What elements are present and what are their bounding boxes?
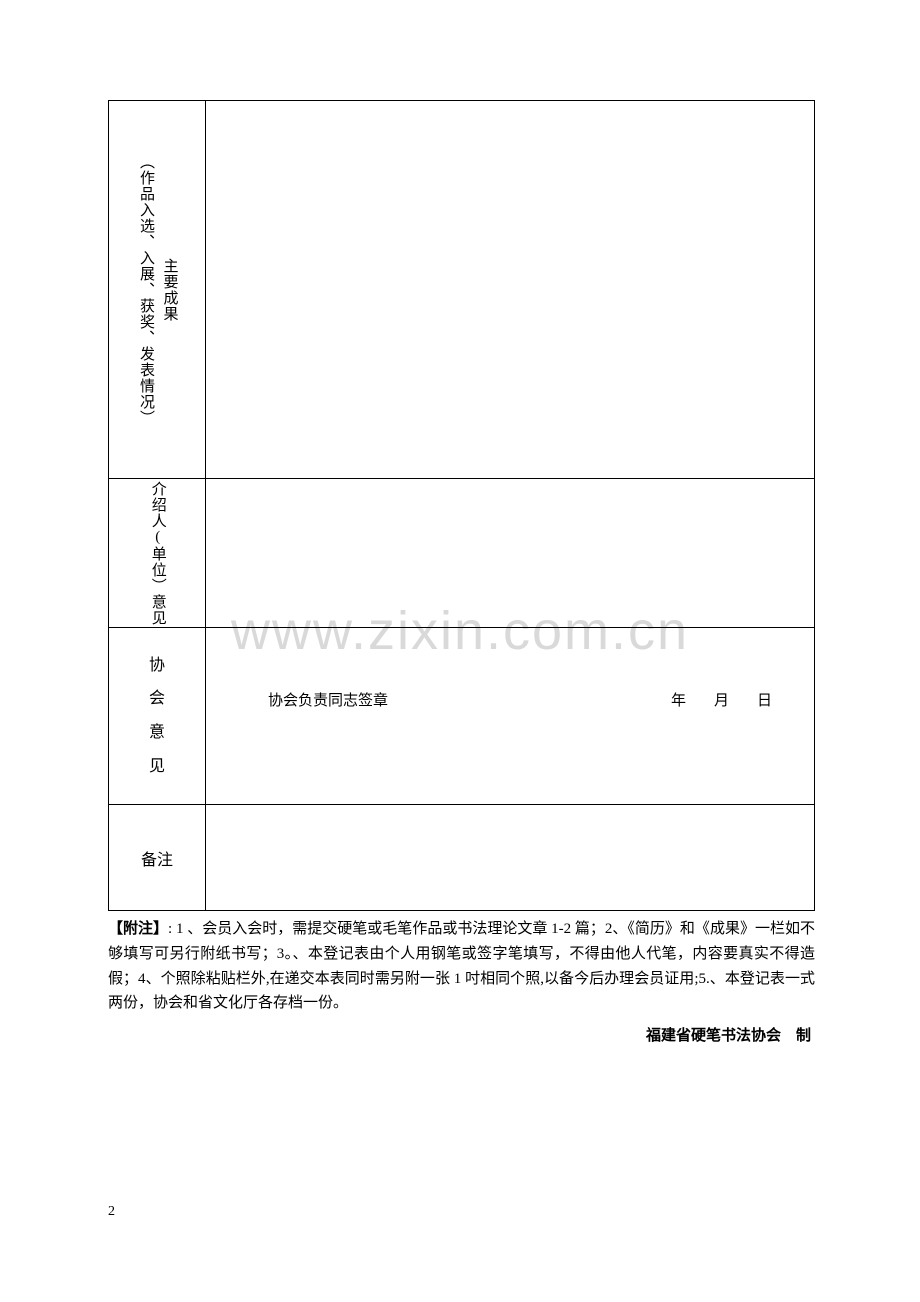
assoc-char-2: 会 [109,682,205,716]
table-row-association: 协 会 意 见 协会负责同志签章 年 月 日 [109,628,815,805]
issuer-line: 福建省硬笔书法协会 制 [108,1024,815,1045]
footnote-lead: 【附注】 [108,921,168,937]
label-achievements-main: 主要成果 [159,258,179,322]
label-association: 协 会 意 见 [109,628,206,805]
signature-date: 年月日 [657,689,786,710]
footnote-body: : 1 、会员入会时，需提交硬笔或毛笔作品或书法理论文章 1-2 篇；2、《简历… [108,921,815,1011]
label-introducer-text: 介绍人(单位）意见 [147,481,167,626]
signature-line: 协会负责同志签章 年 月 日 [206,689,814,710]
table-row-introducer: 介绍人(单位）意见 [109,479,815,628]
label-introducer: 介绍人(单位）意见 [109,479,206,628]
assoc-char-1: 协 [109,649,205,683]
form-table: （作品入选、入展、获奖、发表情况） 主要成果 介绍人(单位）意见 协 会 意 见 [108,100,815,911]
label-remark: 备注 [109,805,206,911]
assoc-char-3: 意 [109,716,205,750]
table-row-remark: 备注 [109,805,815,911]
table-row-achievements: （作品入选、入展、获奖、发表情况） 主要成果 [109,101,815,479]
content-association: 协会负责同志签章 年 月 日 [206,628,815,805]
date-month: 月 [714,693,729,709]
date-year: 年 [671,693,686,709]
content-introducer [206,479,815,628]
content-achievements [206,101,815,479]
document-page: （作品入选、入展、获奖、发表情况） 主要成果 介绍人(单位）意见 协 会 意 见 [0,0,920,1045]
footnote-block: 【附注】: 1 、会员入会时，需提交硬笔或毛笔作品或书法理论文章 1-2 篇；2… [108,917,815,1016]
signature-lead: 协会负责同志签章 [268,689,388,710]
date-day: 日 [757,693,772,709]
label-achievements-sub: （作品入选、入展、获奖、发表情况） [136,154,156,426]
label-remark-text: 备注 [141,852,173,869]
assoc-char-4: 见 [109,750,205,784]
content-remark [206,805,815,911]
label-achievements: （作品入选、入展、获奖、发表情况） 主要成果 [109,101,206,479]
page-number: 2 [108,1204,115,1220]
